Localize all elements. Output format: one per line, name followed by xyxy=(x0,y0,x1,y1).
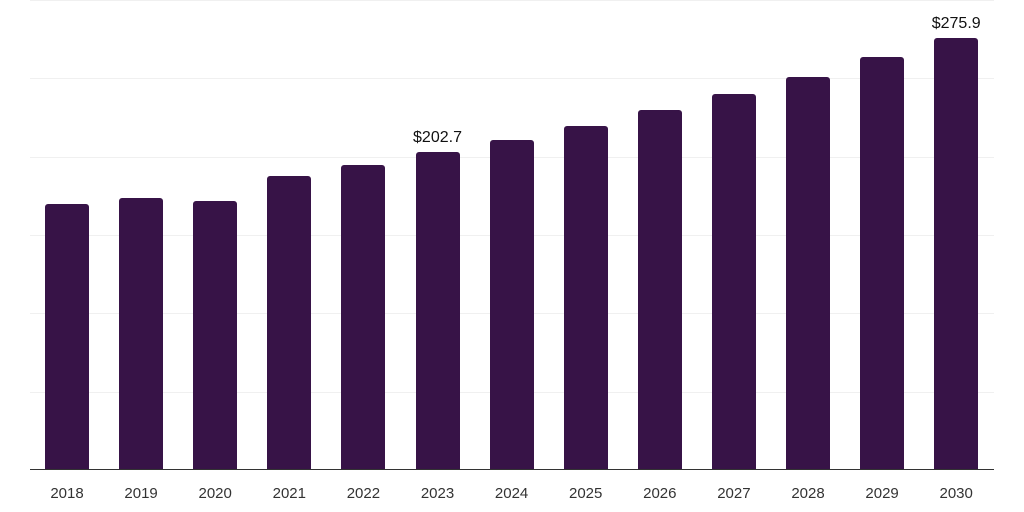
x-tick-label: 2027 xyxy=(717,485,751,502)
bar-2018 xyxy=(45,203,89,470)
data-label-2030: $275.9 xyxy=(931,14,981,32)
x-tick-label: 2023 xyxy=(420,485,455,502)
x-axis-line xyxy=(30,469,994,470)
x-tick-label: 2022 xyxy=(346,485,381,502)
x-tick-label: 2024 xyxy=(494,485,529,502)
x-tick-label: 2021 xyxy=(272,485,306,502)
bar-2023 xyxy=(415,152,460,470)
gridline xyxy=(30,78,994,79)
x-tick-label: 2020 xyxy=(198,485,232,502)
x-tick-label: 2025 xyxy=(569,485,603,502)
bar-2030 xyxy=(934,37,979,470)
bar-2020 xyxy=(193,200,238,470)
bar-2021 xyxy=(267,175,312,470)
x-tick-label: 2019 xyxy=(124,485,158,502)
bar-2022 xyxy=(341,164,386,470)
bar-2025 xyxy=(563,125,608,470)
bar-2027 xyxy=(711,93,756,470)
x-tick-label: 2018 xyxy=(50,485,84,502)
bar-2019 xyxy=(119,197,164,470)
bar-2028 xyxy=(786,76,830,470)
bar-2026 xyxy=(637,109,682,470)
x-tick-label: 2028 xyxy=(791,485,825,502)
data-label-2023: $202.7 xyxy=(413,129,462,147)
x-tick-label: 2026 xyxy=(643,485,677,502)
gridline xyxy=(30,0,994,1)
bar-2024 xyxy=(489,139,534,470)
bar-2029 xyxy=(860,57,905,470)
x-tick-label: 2029 xyxy=(865,485,899,502)
x-tick-label: 2030 xyxy=(939,485,973,502)
